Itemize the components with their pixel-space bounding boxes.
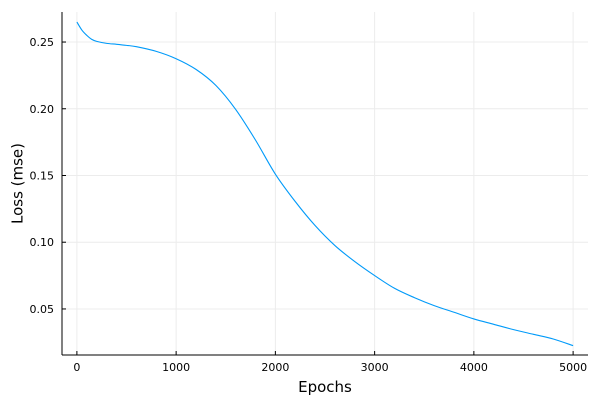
y-tick-label: 0.20 <box>30 103 55 116</box>
y-axis-title: Loss (mse) <box>8 143 26 224</box>
x-tick-label: 4000 <box>460 361 488 374</box>
series <box>76 21 574 347</box>
x-tick-label: 1000 <box>162 361 190 374</box>
y-tick-label: 0.05 <box>30 303 55 316</box>
y-tick-label: 0.15 <box>30 169 55 182</box>
x-tick-label: 5000 <box>559 361 587 374</box>
y-tick-label: 0.10 <box>30 236 55 249</box>
x-tick-label: 0 <box>73 361 80 374</box>
loss-series-line <box>76 21 574 347</box>
grid <box>62 12 588 355</box>
y-tick-label: 0.25 <box>30 36 55 49</box>
x-tick-label: 3000 <box>361 361 389 374</box>
axes <box>61 12 588 356</box>
x-tick-label: 2000 <box>261 361 289 374</box>
x-axis-title: Epochs <box>298 378 352 396</box>
ticks: 0 1000 2000 3000 4000 5000 0.05 0.10 0.15 0.20 0.2… <box>30 36 588 374</box>
